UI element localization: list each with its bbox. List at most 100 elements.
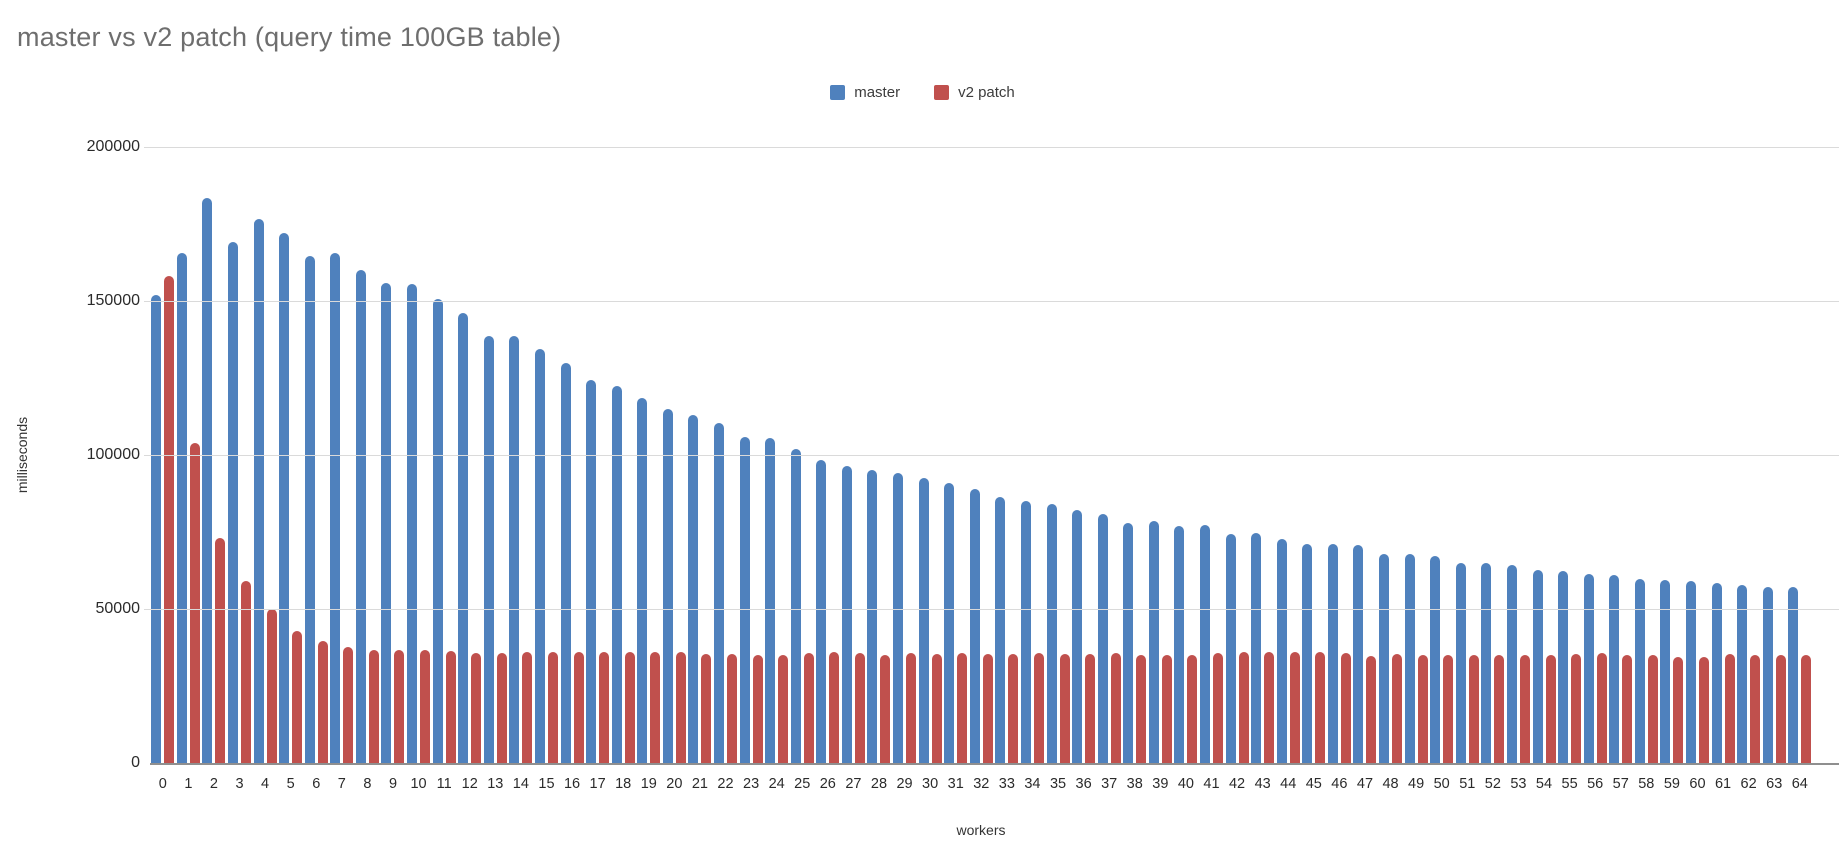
bar-v2-patch-3: [241, 581, 252, 763]
y-tick-label-150000: 150000: [86, 292, 140, 309]
x-tick-label-17: 17: [589, 776, 606, 792]
bar-group-49: 49: [1403, 147, 1429, 792]
bar-group-27: 27: [841, 147, 867, 792]
bar-group-46: 46: [1327, 147, 1353, 792]
bar-v2-patch-6: [317, 641, 328, 763]
bar-v2-patch-54: [1545, 654, 1556, 763]
bar-v2-patch-28: [880, 654, 891, 763]
y-tick-label-100000: 100000: [86, 446, 140, 463]
x-tick-label-15: 15: [538, 776, 555, 792]
x-tick-label-37: 37: [1101, 776, 1118, 792]
x-tick-label-36: 36: [1075, 776, 1092, 792]
legend-item-master: master: [830, 84, 900, 101]
bar-master-31: [944, 482, 955, 763]
bar-group-33: 33: [994, 147, 1020, 792]
plot-area: 0 1 2 3 4 5 6 7 8 9 10 11 12 13 14 15 16 17 18 19 20 21 22 23 24…: [144, 147, 1839, 792]
bar-group-59: 59: [1659, 147, 1685, 792]
bar-group-44: 44: [1275, 147, 1301, 792]
x-tick-label-35: 35: [1049, 776, 1067, 792]
y-axis-title: milliseconds: [14, 416, 30, 494]
bar-group-40: 40: [1173, 147, 1199, 792]
bar-v2-patch-14: [522, 652, 533, 763]
x-tick-label-46: 46: [1331, 776, 1348, 792]
bar-v2-patch-31: [957, 653, 968, 763]
bar-v2-patch-56: [1596, 653, 1607, 763]
bar-master-18: [611, 385, 622, 763]
bar-master-11: [432, 299, 443, 763]
x-tick-label-11: 11: [436, 776, 452, 792]
bar-master-27: [841, 465, 852, 763]
bar-master-37: [1097, 513, 1108, 763]
bar-group-28: 28: [866, 147, 892, 792]
bar-master-53: [1506, 564, 1517, 763]
bar-group-64: 64: [1787, 147, 1813, 792]
bar-group-47: 47: [1352, 147, 1378, 792]
x-tick-label-9: 9: [388, 776, 398, 792]
x-tick-label-30: 30: [922, 776, 939, 792]
x-tick-label-23: 23: [743, 776, 760, 792]
bar-master-42: [1225, 533, 1236, 763]
bar-master-28: [867, 470, 878, 763]
bar-v2-patch-2: [215, 538, 226, 763]
bar-master-36: [1072, 510, 1083, 763]
bar-master-64: [1788, 586, 1799, 763]
bar-group-62: 62: [1736, 147, 1762, 792]
x-tick-label-48: 48: [1382, 776, 1399, 792]
y-axis-tick-labels: 0 50000 100000 150000 200000: [0, 138, 140, 771]
x-tick-label-25: 25: [794, 776, 811, 792]
bar-master-26: [816, 459, 827, 763]
bar-group-63: 63: [1761, 147, 1787, 792]
x-tick-label-59: 59: [1663, 776, 1680, 792]
bar-v2-patch-49: [1417, 654, 1428, 763]
bar-group-36: 36: [1071, 147, 1097, 792]
gridline-100000: [144, 455, 1839, 456]
bar-master-54: [1532, 569, 1543, 763]
bar-group-45: 45: [1301, 147, 1327, 792]
bar-master-15: [534, 348, 545, 763]
x-tick-label-56: 56: [1587, 776, 1604, 792]
bar-group-52: 52: [1480, 147, 1506, 792]
bar-master-12: [458, 313, 469, 763]
x-tick-label-47: 47: [1356, 776, 1374, 792]
bar-master-50: [1430, 555, 1441, 763]
x-tick-label-13: 13: [487, 776, 504, 792]
bar-group-2: 2: [201, 147, 227, 792]
x-tick-label-19: 19: [640, 776, 657, 792]
bar-v2-patch-4: [266, 609, 277, 763]
bar-group-29: 29: [892, 147, 918, 792]
bar-group-60: 60: [1685, 147, 1711, 792]
bar-v2-patch-34: [1033, 653, 1044, 763]
x-tick-label-45: 45: [1305, 776, 1322, 792]
bar-master-17: [586, 379, 597, 763]
bar-v2-patch-10: [420, 649, 431, 763]
bar-group-42: 42: [1224, 147, 1250, 792]
x-tick-label-51: 51: [1459, 776, 1476, 792]
bar-master-21: [688, 414, 699, 763]
bar-master-32: [969, 488, 980, 763]
bar-group-55: 55: [1557, 147, 1583, 792]
x-tick-label-14: 14: [512, 776, 529, 792]
bar-group-23: 23: [738, 147, 764, 792]
gridline-50000: [144, 609, 1839, 610]
bar-master-56: [1583, 573, 1594, 763]
bar-master-41: [1199, 525, 1210, 763]
bar-group-38: 38: [1122, 147, 1148, 792]
bar-group-19: 19: [636, 147, 662, 792]
bar-v2-patch-24: [778, 654, 789, 763]
bar-group-6: 6: [303, 147, 329, 792]
bar-v2-patch-20: [675, 651, 686, 763]
bar-v2-patch-64: [1801, 654, 1812, 763]
bar-v2-patch-44: [1289, 652, 1300, 763]
bar-v2-patch-5: [292, 630, 303, 763]
bar-master-48: [1379, 554, 1390, 763]
bar-master-30: [918, 478, 929, 763]
bar-v2-patch-42: [1238, 652, 1249, 763]
bar-group-11: 11: [431, 147, 457, 792]
bar-v2-patch-51: [1468, 655, 1479, 763]
x-tick-label-54: 54: [1535, 776, 1553, 792]
bar-master-62: [1737, 584, 1748, 763]
bar-master-58: [1634, 578, 1645, 763]
x-tick-label-16: 16: [563, 776, 581, 792]
x-tick-label-21: 21: [691, 776, 708, 792]
bar-v2-patch-35: [1059, 653, 1070, 763]
